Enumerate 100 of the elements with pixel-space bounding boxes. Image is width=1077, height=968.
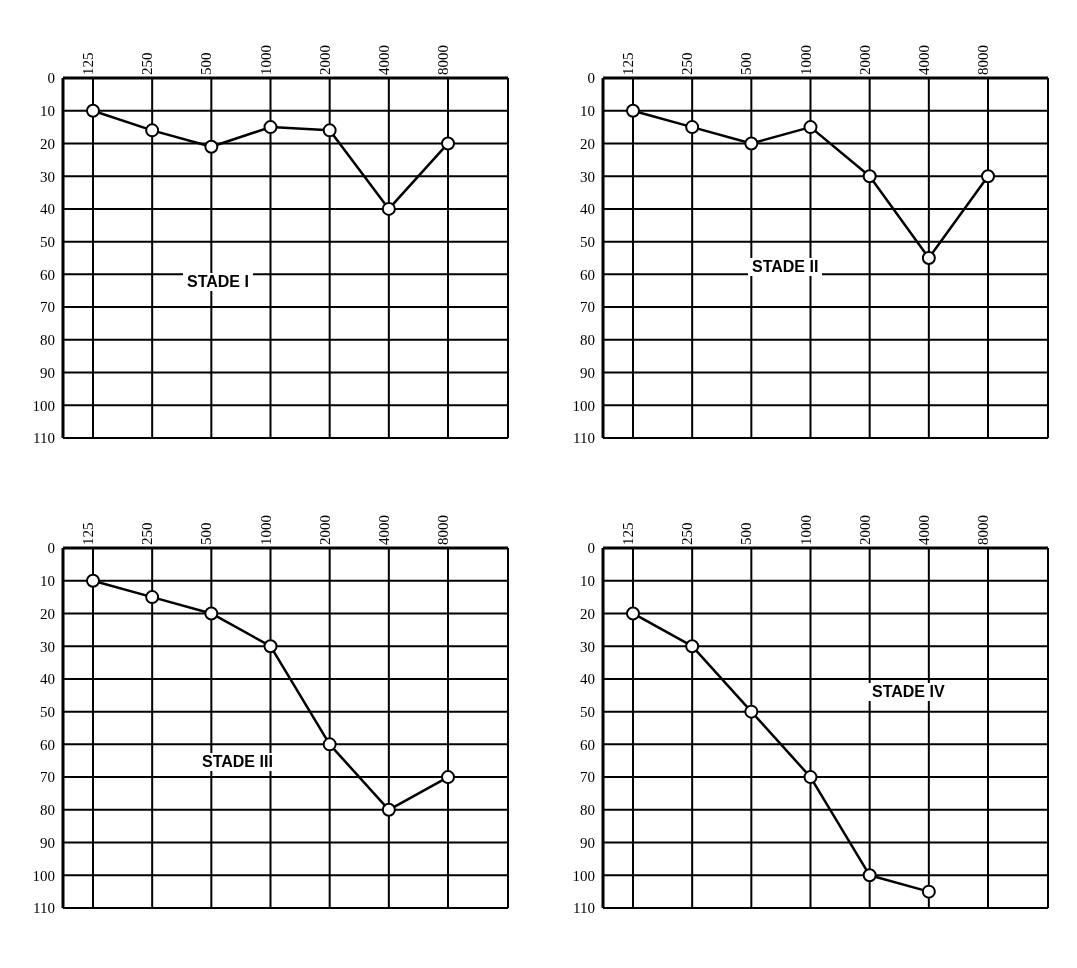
- x-tick-label: 4000: [915, 45, 932, 75]
- y-tick-label: 20: [580, 135, 595, 152]
- x-tick-label: 2000: [856, 515, 873, 545]
- y-tick-label: 10: [40, 573, 55, 590]
- x-tick-label: 500: [738, 52, 755, 75]
- x-tick-label: 4000: [375, 515, 392, 545]
- y-tick-label: 0: [47, 70, 55, 87]
- y-tick-label: 40: [580, 201, 595, 218]
- point: [263, 120, 278, 135]
- point: [803, 120, 818, 135]
- x-tick-label: 8000: [975, 45, 991, 75]
- y-tick-label: 80: [40, 332, 55, 349]
- y-tick-label: 40: [580, 671, 595, 688]
- point: [86, 103, 100, 118]
- y-tick-label: 110: [33, 900, 55, 917]
- y-tick-label: 50: [580, 233, 595, 250]
- y-tick-label: 10: [580, 103, 595, 120]
- y-tick-label: 30: [40, 168, 55, 185]
- y-tick-label: 50: [40, 233, 55, 250]
- y-tick-label: 70: [40, 299, 55, 316]
- y-tick-label: 110: [573, 900, 595, 917]
- x-tick-label: 1000: [797, 45, 814, 75]
- x-tick-label: 1000: [797, 515, 814, 545]
- x-tick-label: 250: [139, 522, 156, 545]
- y-tick-label: 10: [40, 103, 55, 120]
- y-tick-label: 100: [572, 867, 595, 884]
- annotation: STADE I: [183, 273, 253, 291]
- y-tick-label: 20: [40, 605, 55, 622]
- y-tick-label: 20: [40, 135, 55, 152]
- y-tick-label: 110: [33, 430, 55, 447]
- y-tick-label: 80: [580, 332, 595, 349]
- point: [744, 136, 759, 151]
- point: [145, 590, 160, 605]
- y-tick-label: 20: [580, 605, 595, 622]
- y-tick-label: 0: [47, 540, 55, 557]
- y-tick-label: 0: [587, 540, 595, 557]
- annotation: STADE III: [198, 753, 277, 771]
- x-tick-label: 4000: [375, 45, 392, 75]
- x-tick-label: 4000: [915, 515, 932, 545]
- annotation: STADE IV: [868, 683, 949, 701]
- x-tick-label: 250: [679, 522, 696, 545]
- y-tick-label: 30: [580, 168, 595, 185]
- point: [204, 139, 219, 154]
- point: [263, 639, 278, 654]
- point: [322, 737, 337, 752]
- y-tick-label: 30: [40, 638, 55, 655]
- point: [921, 251, 936, 265]
- point: [441, 136, 455, 151]
- y-tick-label: 60: [580, 736, 595, 753]
- y-tick-label: 10: [580, 573, 595, 590]
- x-tick-label: 125: [80, 52, 96, 75]
- x-tick-label: 8000: [435, 45, 451, 75]
- point: [921, 884, 936, 899]
- annotation: STADE II: [748, 258, 823, 276]
- point: [981, 169, 995, 184]
- y-tick-label: 100: [572, 397, 595, 414]
- point: [685, 639, 700, 654]
- point: [204, 606, 219, 621]
- y-tick-label: 110: [573, 430, 595, 447]
- point: [744, 704, 759, 719]
- point: [685, 120, 700, 135]
- point: [381, 201, 396, 216]
- x-tick-label: 125: [620, 52, 636, 75]
- y-tick-label: 60: [40, 266, 55, 283]
- y-tick-label: 40: [40, 671, 55, 688]
- y-tick-label: 90: [40, 364, 55, 381]
- y-tick-label: 80: [580, 802, 595, 819]
- x-tick-label: 125: [80, 522, 96, 545]
- x-tick-label: 1000: [257, 45, 274, 75]
- point: [441, 770, 455, 785]
- x-tick-label: 500: [198, 52, 215, 75]
- y-tick-label: 40: [40, 201, 55, 218]
- y-tick-label: 50: [40, 703, 55, 720]
- point: [322, 123, 337, 138]
- x-tick-label: 2000: [316, 45, 333, 75]
- y-tick-label: 70: [40, 769, 55, 786]
- x-tick-label: 2000: [856, 45, 873, 75]
- x-tick-label: 250: [679, 52, 696, 75]
- x-tick-label: 125: [620, 522, 636, 545]
- x-tick-label: 500: [738, 522, 755, 545]
- y-tick-label: 60: [40, 736, 55, 753]
- y-tick-label: 0: [587, 70, 595, 87]
- y-tick-label: 90: [40, 834, 55, 851]
- point: [626, 606, 640, 621]
- y-tick-label: 90: [580, 364, 595, 381]
- y-tick-label: 70: [580, 769, 595, 786]
- point: [145, 123, 160, 138]
- point: [862, 169, 877, 184]
- point: [626, 103, 640, 118]
- y-tick-label: 50: [580, 703, 595, 720]
- y-tick-label: 60: [580, 266, 595, 283]
- point: [803, 770, 818, 785]
- y-tick-label: 100: [32, 867, 55, 884]
- x-tick-label: 250: [139, 52, 156, 75]
- y-tick-label: 90: [580, 834, 595, 851]
- y-tick-label: 70: [580, 299, 595, 316]
- x-tick-label: 2000: [316, 515, 333, 545]
- y-tick-label: 30: [580, 638, 595, 655]
- y-tick-label: 100: [32, 397, 55, 414]
- point: [86, 573, 100, 588]
